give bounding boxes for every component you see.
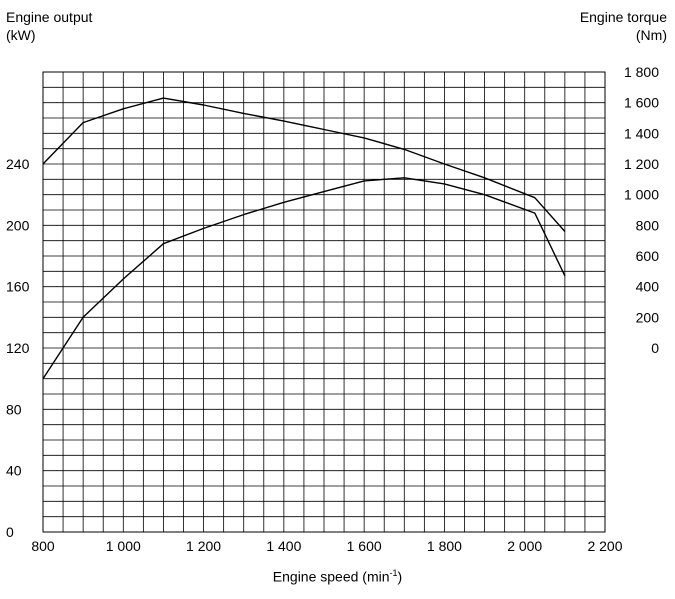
left-tick-label: 0 (6, 524, 14, 540)
left-tick-label: 80 (6, 401, 22, 417)
right-tick-label: 600 (636, 248, 660, 264)
left-axis-title-line2: (kW) (6, 27, 36, 43)
right-axis-title-line2: (Nm) (635, 27, 667, 43)
x-tick-label: 1 000 (106, 538, 141, 554)
left-tick-label: 200 (6, 217, 30, 233)
engine-output-line (42, 177, 566, 380)
right-tick-label: 1 200 (624, 156, 659, 172)
right-tick-label: 1 800 (624, 64, 659, 80)
right-tick-label: 1 400 (624, 125, 659, 141)
left-tick-label: 120 (6, 340, 30, 356)
left-tick-label: 240 (6, 156, 30, 172)
series-lines (42, 97, 566, 380)
x-tick-label: 1 600 (347, 538, 382, 554)
x-tick-label: 1 200 (186, 538, 221, 554)
right-tick-label: 0 (651, 340, 659, 356)
engine-torque-line (42, 97, 566, 232)
plot-border (42, 71, 606, 533)
left-axis-title: Engine output (kW) (6, 8, 92, 44)
right-axis-title-line1: Engine torque (579, 9, 667, 25)
x-axis-title-exponent: -1 (389, 568, 398, 578)
x-tick-label: 2 000 (507, 538, 542, 554)
right-tick-label: 1 000 (624, 187, 659, 203)
right-tick-label: 200 (636, 309, 660, 325)
grid (42, 71, 606, 533)
right-tick-label: 800 (636, 217, 660, 233)
x-axis-title-text: Engine speed (min (272, 568, 390, 585)
left-tick-labels: 0 40 80 120 160 200 240 (6, 156, 30, 540)
x-axis-title: Engine speed (min-1) (0, 568, 675, 585)
left-tick-label: 40 (6, 463, 22, 479)
x-tick-label: 800 (31, 538, 55, 554)
right-tick-labels: 0 200 400 600 800 1 000 1 200 1 400 1 600 1 800 (624, 64, 659, 356)
x-tick-label: 1 400 (266, 538, 301, 554)
x-tick-label: 2 200 (587, 538, 622, 554)
x-tick-labels: 800 1 000 1 200 1 400 1 600 1 800 2 000 2 200 (31, 538, 622, 554)
right-axis-title: Engine torque (Nm) (580, 8, 667, 44)
right-tick-label: 400 (636, 279, 660, 295)
x-axis-title-suffix: ) (397, 568, 403, 585)
x-tick-label: 1 800 (427, 538, 462, 554)
right-tick-label: 1 600 (624, 95, 659, 111)
left-axis-title-line1: Engine output (6, 9, 93, 25)
left-tick-label: 160 (6, 279, 30, 295)
